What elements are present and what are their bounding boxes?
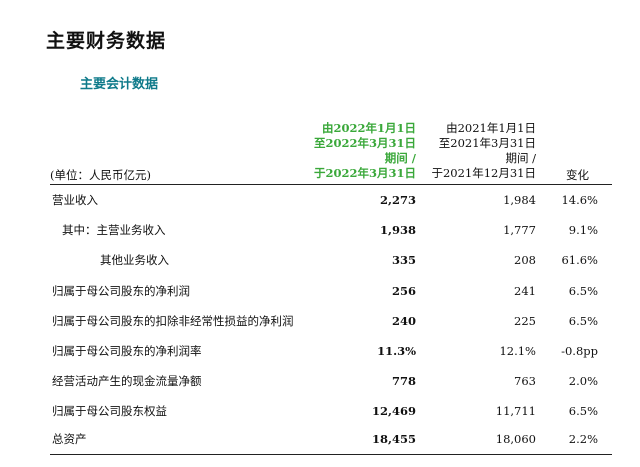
prior-value: 241 — [514, 284, 536, 298]
current-value: 12,469 — [371, 404, 416, 418]
row-label: 归属于母公司股东的净利润 — [52, 284, 190, 298]
prior-value: 12.1% — [499, 344, 536, 358]
current-value: 18,455 — [371, 432, 416, 446]
table-row: 营业收入 2,273 1,984 14.6% — [0, 185, 640, 215]
prior-value: 1,777 — [503, 223, 536, 237]
current-period-header-line: 至2022年3月31日 — [313, 136, 416, 150]
current-period-header-line: 于2022年3月31日 — [313, 166, 416, 180]
change-value: -0.8pp — [561, 344, 598, 358]
change-value: 9.1% — [568, 223, 598, 237]
table-row: 总资产 18,455 18,060 2.2% — [0, 424, 640, 454]
header-divider — [50, 184, 612, 185]
current-value: 240 — [391, 314, 416, 328]
prior-period-header-line: 至2021年3月31日 — [438, 136, 536, 150]
table-row: 经营活动产生的现金流量净额 778 763 2.0% — [0, 366, 640, 396]
prior-value: 18,060 — [495, 432, 536, 446]
current-value: 2,273 — [379, 193, 416, 207]
current-value: 11.3% — [377, 344, 416, 358]
table-row: 其他业务收入 335 208 61.6% — [0, 245, 640, 275]
table-row: 归属于母公司股东的扣除非经常性损益的净利润 240 225 6.5% — [0, 306, 640, 336]
prior-value: 763 — [514, 374, 536, 388]
prior-period-header-line: 期间 / — [505, 151, 536, 165]
prior-value: 11,711 — [495, 404, 536, 418]
change-value: 2.0% — [568, 374, 598, 388]
page-title: 主要财务数据 — [46, 30, 167, 52]
prior-period-header-line: 由2021年1月1日 — [446, 121, 536, 135]
current-value: 335 — [391, 253, 416, 267]
current-period-header-line: 期间 / — [384, 151, 416, 165]
change-header: 变化 — [566, 168, 589, 182]
current-value: 256 — [391, 284, 416, 298]
change-value: 6.5% — [568, 314, 598, 328]
change-value: 6.5% — [568, 284, 598, 298]
change-value: 14.6% — [561, 193, 598, 207]
section-title: 主要会计数据 — [80, 77, 159, 92]
change-value: 6.5% — [568, 404, 598, 418]
prior-value: 1,984 — [503, 193, 536, 207]
table-bottom-rule — [50, 454, 612, 455]
table-row: 归属于母公司股东的净利润 256 241 6.5% — [0, 276, 640, 306]
change-value: 2.2% — [568, 432, 598, 446]
row-label: 归属于母公司股东的扣除非经常性损益的净利润 — [52, 314, 294, 328]
current-value: 1,938 — [379, 223, 416, 237]
prior-period-header: 由2021年1月1日 至2021年3月31日 期间 / 于2021年12月31日 — [431, 121, 536, 181]
row-label: 其中：主营业务收入 — [62, 223, 166, 237]
row-label: 归属于母公司股东权益 — [52, 404, 167, 418]
prior-value: 208 — [514, 253, 536, 267]
change-value: 61.6% — [561, 253, 598, 267]
row-label: 归属于母公司股东的净利润率 — [52, 344, 202, 358]
row-label: 经营活动产生的现金流量净额 — [52, 374, 202, 388]
current-period-header-line: 由2022年1月1日 — [321, 121, 416, 135]
table-row: 归属于母公司股东的净利润率 11.3% 12.1% -0.8pp — [0, 336, 640, 366]
current-period-header: 由2022年1月1日 至2022年3月31日 期间 / 于2022年3月31日 — [314, 121, 416, 181]
table-row: 归属于母公司股东权益 12,469 11,711 6.5% — [0, 396, 640, 426]
table-row: 其中：主营业务收入 1,938 1,777 9.1% — [0, 215, 640, 245]
prior-value: 225 — [514, 314, 536, 328]
row-label: 营业收入 — [52, 193, 98, 207]
row-label: 总资产 — [52, 432, 87, 446]
prior-period-header-line: 于2021年12月31日 — [431, 166, 536, 180]
row-label: 其他业务收入 — [100, 253, 169, 267]
current-value: 778 — [391, 374, 416, 388]
unit-label: (单位：人民币亿元) — [50, 168, 151, 182]
